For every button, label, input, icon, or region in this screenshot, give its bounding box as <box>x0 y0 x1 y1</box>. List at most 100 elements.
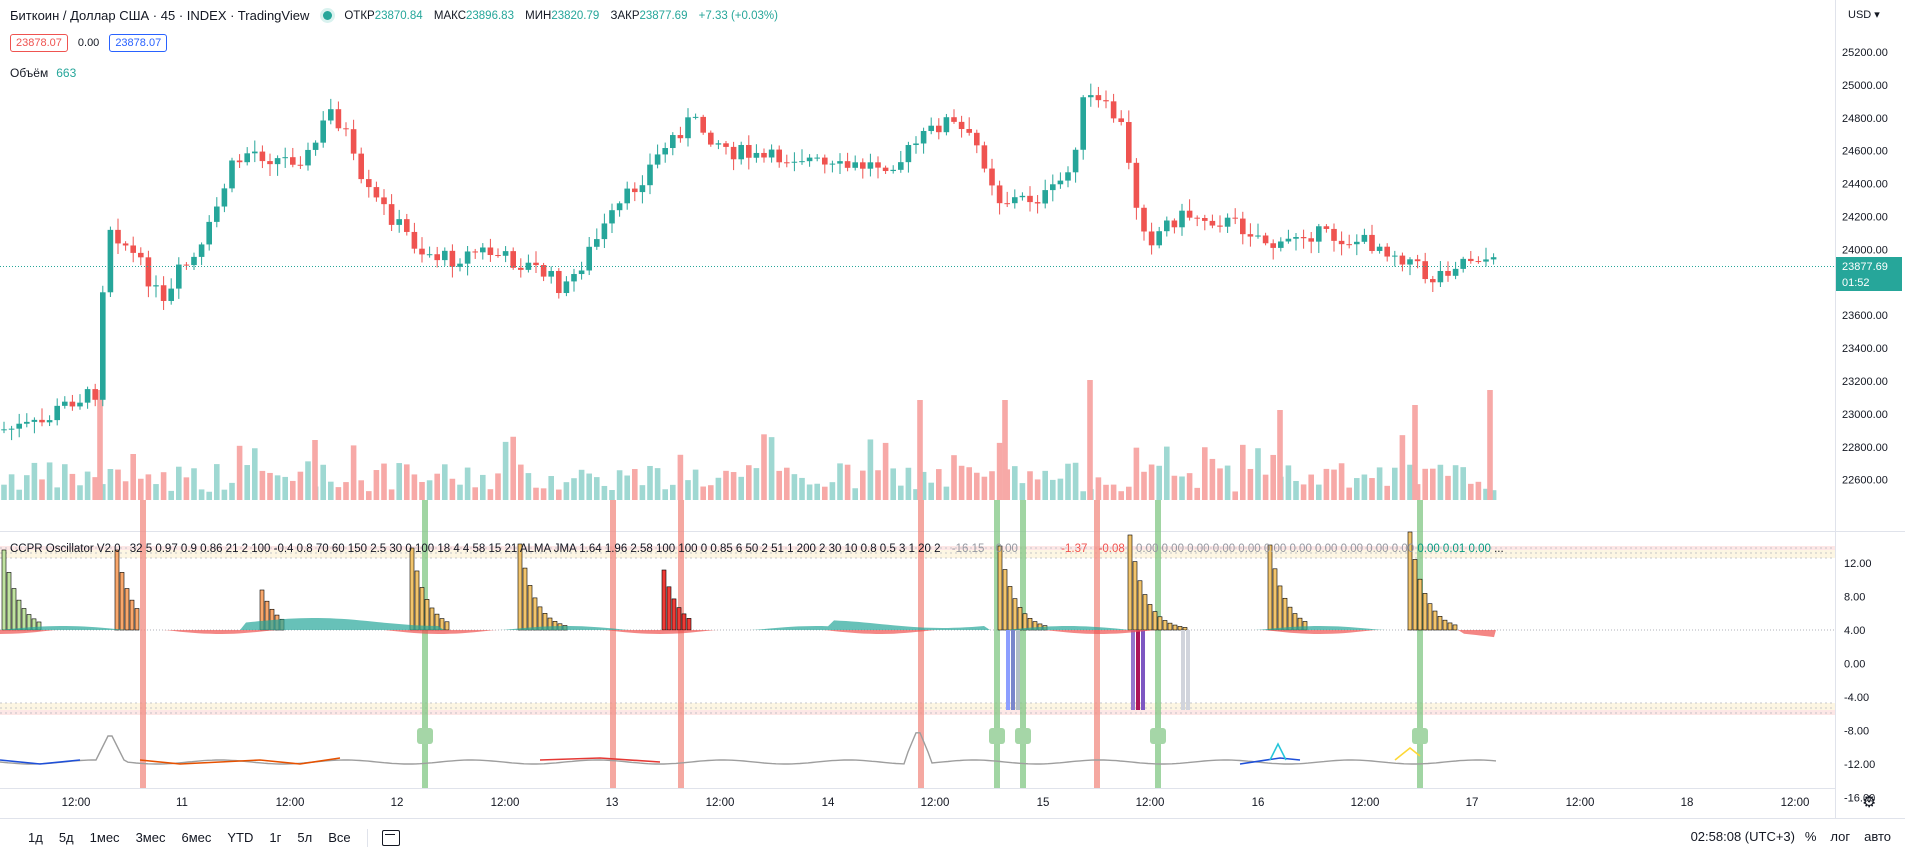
candle-body <box>107 229 114 293</box>
volume-bar <box>1186 473 1193 500</box>
candle-body <box>1384 246 1390 257</box>
chart-header: Биткоин / Доллар США · 45 · INDEX · Trad… <box>10 8 786 23</box>
osc-histogram-bar <box>1282 597 1288 631</box>
volume-bar <box>548 476 554 500</box>
volume-bar <box>274 475 281 500</box>
volume-bar <box>670 484 676 500</box>
candle-body <box>1156 231 1162 246</box>
candle-body <box>905 145 912 163</box>
signal-column <box>678 500 684 788</box>
open-value: 23870.84 <box>374 9 423 22</box>
range-all-button[interactable]: Все <box>328 830 351 845</box>
candle-body <box>100 292 106 400</box>
sell-price-button[interactable]: 23878.07 <box>10 34 68 52</box>
settings-gear-icon[interactable]: ⚙ <box>1862 794 1877 811</box>
clock-timezone[interactable]: 02:58:08 (UTC+3) <box>1690 829 1795 844</box>
candle-body <box>320 120 326 143</box>
osc-histogram-bar <box>114 549 120 631</box>
lower-band-yellow <box>0 703 1835 710</box>
osc-histogram-bar <box>671 598 677 631</box>
candle-body <box>84 389 91 403</box>
candle-body <box>305 149 311 166</box>
candle-body <box>1103 100 1109 102</box>
candle-body <box>723 143 729 147</box>
signal-marker <box>1412 728 1428 744</box>
date-range-calendar-icon[interactable] <box>381 829 400 846</box>
volume-bar <box>806 484 813 500</box>
candle-body <box>518 267 524 270</box>
volume-bar <box>1422 468 1428 500</box>
range-5y-button[interactable]: 5л <box>297 830 313 845</box>
indicator-more[interactable]: ... <box>1494 543 1504 555</box>
range-3m-button[interactable]: 3мес <box>135 830 166 845</box>
candle-body <box>1392 255 1398 257</box>
time-tick-label: 18 <box>1681 797 1694 809</box>
range-1y-button[interactable]: 1г <box>269 830 282 845</box>
volume-bar <box>267 472 273 500</box>
osc-histogram-bar <box>414 570 420 631</box>
volume-bar <box>115 469 121 500</box>
candle-body <box>214 206 220 222</box>
log-scale-button[interactable]: лог <box>1830 829 1851 844</box>
candle-body <box>1308 238 1314 242</box>
volume-bar <box>1361 474 1368 500</box>
range-6m-button[interactable]: 6мес <box>181 830 212 845</box>
volume-bar <box>358 480 364 500</box>
osc-histogram-bar <box>681 613 687 631</box>
osc-negative-bar <box>1141 630 1145 710</box>
indicator-legend[interactable]: CCPR Oscillator V2.0 32 5 0.97 0.9 0.86 … <box>10 543 1504 555</box>
volume-legend[interactable]: Объём 663 <box>10 66 76 80</box>
time-axis[interactable]: 12:00 11 12:00 12 12:00 13 12:00 14 12:00 15 12:00… <box>62 797 1810 809</box>
volume-spike <box>1277 410 1283 500</box>
candle-body <box>1475 261 1482 263</box>
osc-histogram-bar <box>686 618 692 631</box>
range-5d-button[interactable]: 5д <box>58 830 74 845</box>
volume-bar <box>39 479 45 500</box>
candle-body <box>442 250 448 261</box>
volume-bar <box>829 482 836 500</box>
candle-body <box>404 219 410 232</box>
symbol-title[interactable]: Биткоин / Доллар США · 45 · INDEX · Trad… <box>10 8 310 23</box>
osc-histogram-bar <box>1152 611 1158 631</box>
candle-body <box>1445 270 1451 276</box>
volume-bar <box>472 487 478 500</box>
auto-scale-button[interactable]: авто <box>1864 829 1891 844</box>
currency-selector[interactable]: USD ▾ <box>1848 9 1880 21</box>
osc-histogram-bar <box>1 549 7 631</box>
volume-bar <box>168 490 174 500</box>
volume-bar <box>153 484 159 500</box>
market-status-dot-icon[interactable] <box>323 11 333 20</box>
candle-body <box>1490 257 1497 260</box>
range-ytd-button[interactable]: YTD <box>227 830 254 845</box>
osc-tick-label: -8.00 <box>1844 726 1869 738</box>
candle-body <box>350 129 357 154</box>
candle-body <box>974 132 980 146</box>
volume-bar <box>69 473 76 500</box>
percent-scale-button[interactable]: % <box>1804 829 1817 844</box>
candle-body <box>297 164 304 166</box>
candle-body <box>1072 149 1079 173</box>
time-tick-label: 11 <box>176 797 188 809</box>
volume-bar <box>913 489 919 500</box>
candle-body <box>860 162 866 169</box>
indicator-value-3: -1.37 <box>1061 543 1088 555</box>
candle-body <box>1270 243 1276 248</box>
osc-histogram-bar <box>1412 559 1418 631</box>
chart-canvas[interactable]: 25200.00 25000.00 24800.00 24600.00 24400.00… <box>0 0 1905 818</box>
range-1m-button[interactable]: 1мес <box>89 830 120 845</box>
candle-body <box>1285 238 1292 242</box>
volume-bar <box>563 482 570 500</box>
range-1d-button[interactable]: 1д <box>28 830 43 845</box>
volume-bar <box>784 467 790 500</box>
candle-body <box>898 162 904 170</box>
volume-bar <box>290 480 296 500</box>
oscillator-axis[interactable]: 12.00 8.00 4.00 0.00 -4.00 -8.00 -12.00 -16.00 <box>1844 558 1875 805</box>
buy-price-button[interactable]: 23878.07 <box>109 34 168 52</box>
candle-body <box>738 144 744 160</box>
candle-body <box>259 151 266 162</box>
candle-body <box>138 252 144 258</box>
candle-body <box>1027 195 1033 203</box>
candle-body <box>236 160 243 163</box>
volume-bar <box>1354 478 1360 500</box>
candle-body <box>221 188 228 207</box>
